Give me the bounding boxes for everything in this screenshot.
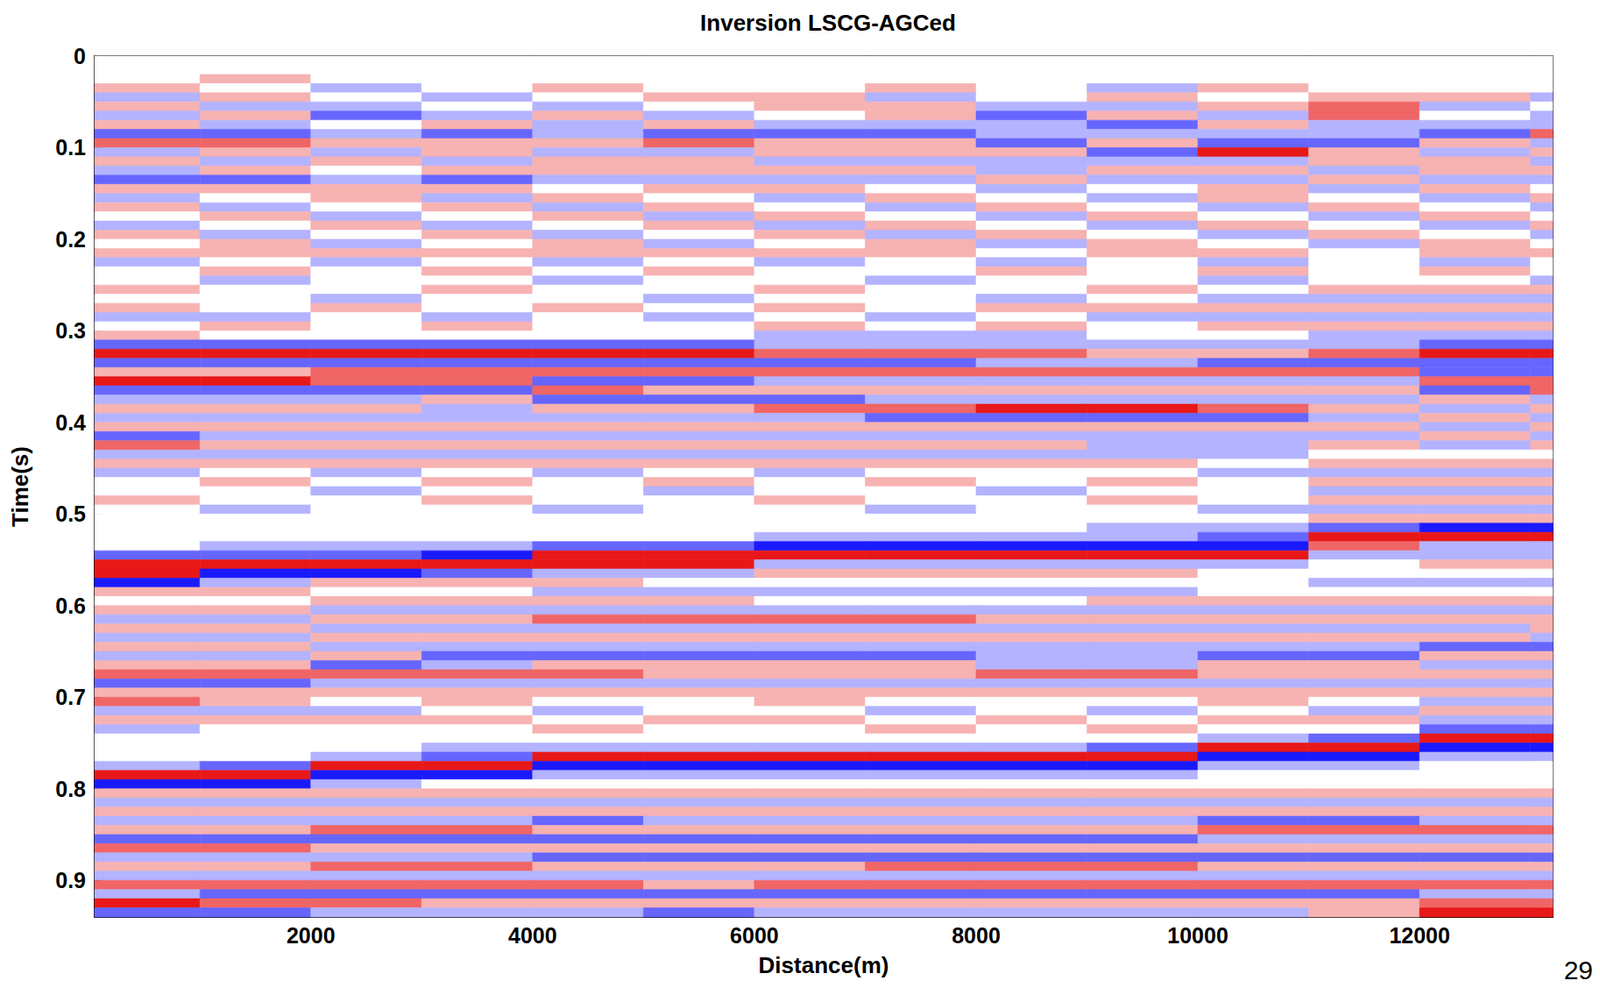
svg-text:0.4: 0.4 bbox=[55, 410, 86, 435]
svg-text:0.1: 0.1 bbox=[55, 134, 86, 160]
svg-text:29: 29 bbox=[1564, 955, 1593, 985]
svg-text:0.5: 0.5 bbox=[55, 501, 86, 526]
svg-text:8000: 8000 bbox=[951, 922, 1001, 948]
svg-text:0.2: 0.2 bbox=[55, 226, 86, 252]
svg-text:12000: 12000 bbox=[1388, 922, 1451, 948]
svg-text:10000: 10000 bbox=[1167, 922, 1229, 948]
svg-text:6000: 6000 bbox=[729, 922, 779, 948]
svg-text:0.8: 0.8 bbox=[55, 776, 86, 801]
svg-text:0.7: 0.7 bbox=[55, 684, 86, 709]
svg-text:0.3: 0.3 bbox=[55, 318, 86, 343]
svg-text:0.9: 0.9 bbox=[55, 867, 86, 893]
svg-text:Distance(m): Distance(m) bbox=[758, 951, 890, 978]
svg-text:2000: 2000 bbox=[286, 922, 336, 948]
svg-text:Inversion LSCG-AGCed: Inversion LSCG-AGCed bbox=[700, 9, 956, 36]
svg-text:Time(s): Time(s) bbox=[7, 446, 34, 527]
svg-text:0: 0 bbox=[73, 43, 86, 69]
svg-text:4000: 4000 bbox=[508, 922, 558, 948]
svg-text:0.6: 0.6 bbox=[55, 593, 86, 618]
